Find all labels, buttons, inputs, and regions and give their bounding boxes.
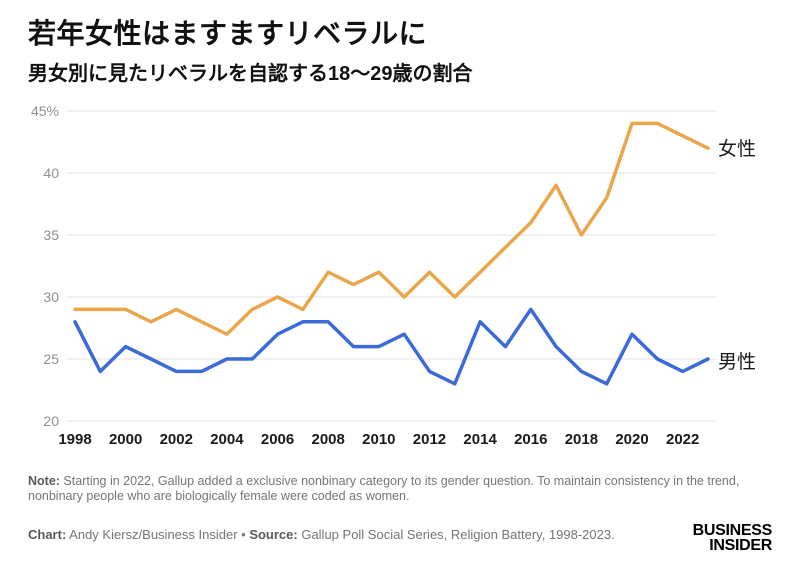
x-tick-label: 2018: [565, 431, 598, 448]
y-tick-label: 40: [43, 165, 59, 181]
y-tick-label: 20: [43, 413, 59, 429]
x-tick-label: 2004: [210, 431, 244, 448]
x-tick-label: 2010: [362, 431, 395, 448]
logo-line2: INSIDER: [709, 537, 772, 554]
y-tick-label: 45%: [31, 103, 59, 119]
credit-source-label: Source:: [249, 527, 298, 542]
credit-line: Chart: Andy Kiersz/Business Insider • So…: [28, 527, 668, 543]
x-axis-labels: 1998 2000 2002 2004 2006 2008 2010 2012 2014 2016…: [58, 431, 699, 448]
x-tick-label: 2016: [514, 431, 547, 448]
x-tick-label: 1998: [58, 431, 91, 448]
x-tick-label: 2006: [261, 431, 294, 448]
footnote-label: Note:: [28, 474, 60, 488]
footnote-text: Starting in 2022, Gallup added a exclusi…: [28, 474, 740, 503]
x-tick-label: 2022: [666, 431, 699, 448]
series-line-女性: [73, 121, 710, 336]
x-tick-label: 2008: [312, 431, 345, 448]
x-tick-label: 2014: [463, 431, 497, 448]
gridlines: [67, 110, 716, 422]
y-tick-label: 25: [43, 351, 59, 367]
y-tick-label: 35: [43, 227, 59, 243]
data-series: [73, 121, 710, 386]
credit-source-text: Gallup Poll Social Series, Religion Batt…: [297, 527, 615, 542]
footnote: Note: Starting in 2022, Gallup added a e…: [28, 474, 776, 504]
x-tick-label: 2012: [413, 431, 446, 448]
x-tick-label: 2000: [109, 431, 142, 448]
business-insider-logo: BUSINESS INSIDER: [692, 522, 773, 554]
series-line-男性: [73, 307, 710, 386]
y-axis-labels: 45% 40 35 30 25 20: [31, 103, 59, 429]
series-label-women: 女性: [718, 138, 756, 160]
chart-subtitle: 男女別に見たリベラルを自認する18〜29歳の割合: [28, 63, 473, 85]
x-tick-label: 2002: [160, 431, 193, 448]
credit-chart-label: Chart:: [28, 527, 67, 542]
x-tick-label: 2020: [615, 431, 648, 448]
series-label-men: 男性: [718, 351, 756, 373]
credit-chart-text: Andy Kiersz/Business Insider •: [66, 527, 250, 542]
line-chart: 45% 40 35 30 25 20 1998 2000 2002 2004 2006 2008 20…: [31, 103, 756, 448]
y-tick-label: 30: [43, 289, 59, 305]
logo-line1: BUSINESS: [692, 522, 773, 539]
page-title: 若年女性はますますリベラルに: [28, 18, 428, 49]
